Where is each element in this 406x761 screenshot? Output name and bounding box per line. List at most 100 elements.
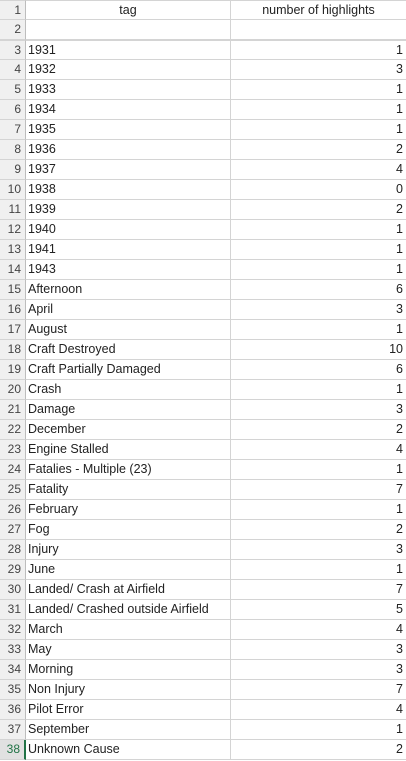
column-header-highlights[interactable]: number of highlights: [231, 0, 406, 20]
highlight-count-cell[interactable]: 1: [231, 260, 406, 280]
tag-cell[interactable]: Landed/ Crash at Airfield: [26, 580, 231, 600]
row-number[interactable]: 3: [0, 40, 26, 60]
tag-cell[interactable]: 1943: [26, 260, 231, 280]
tag-cell[interactable]: May: [26, 640, 231, 660]
row-number[interactable]: 38: [0, 740, 26, 760]
highlight-count-cell[interactable]: 5: [231, 600, 406, 620]
highlight-count-cell[interactable]: 3: [231, 640, 406, 660]
row-number[interactable]: 1: [0, 0, 26, 20]
highlight-count-cell[interactable]: 2: [231, 740, 406, 760]
tag-cell[interactable]: Crash: [26, 380, 231, 400]
highlight-count-cell[interactable]: 1: [231, 320, 406, 340]
row-number[interactable]: 4: [0, 60, 26, 80]
tag-cell[interactable]: 1934: [26, 100, 231, 120]
tag-cell[interactable]: 1932: [26, 60, 231, 80]
highlight-count-cell[interactable]: 1: [231, 560, 406, 580]
row-number[interactable]: 14: [0, 260, 26, 280]
row-number[interactable]: 12: [0, 220, 26, 240]
row-number[interactable]: 10: [0, 180, 26, 200]
tag-cell[interactable]: Afternoon: [26, 280, 231, 300]
row-number[interactable]: 35: [0, 680, 26, 700]
tag-cell[interactable]: Pilot Error: [26, 700, 231, 720]
highlight-count-cell[interactable]: 1: [231, 240, 406, 260]
row-number[interactable]: 11: [0, 200, 26, 220]
row-number[interactable]: 8: [0, 140, 26, 160]
row-number[interactable]: 29: [0, 560, 26, 580]
tag-cell[interactable]: Craft Destroyed: [26, 340, 231, 360]
highlight-count-cell[interactable]: 1: [231, 380, 406, 400]
highlight-count-cell[interactable]: 4: [231, 620, 406, 640]
highlight-count-cell[interactable]: 6: [231, 360, 406, 380]
tag-cell[interactable]: Morning: [26, 660, 231, 680]
tag-cell[interactable]: March: [26, 620, 231, 640]
row-number[interactable]: 32: [0, 620, 26, 640]
tag-cell[interactable]: 1931: [26, 40, 231, 60]
highlight-count-cell[interactable]: 7: [231, 580, 406, 600]
highlight-count-cell[interactable]: 1: [231, 460, 406, 480]
highlight-count-cell[interactable]: 3: [231, 540, 406, 560]
highlight-count-cell[interactable]: 7: [231, 680, 406, 700]
row-number[interactable]: 13: [0, 240, 26, 260]
highlight-count-cell[interactable]: 1: [231, 40, 406, 60]
highlight-count-cell[interactable]: 3: [231, 300, 406, 320]
row-number[interactable]: 23: [0, 440, 26, 460]
highlight-count-cell[interactable]: 4: [231, 440, 406, 460]
row-number[interactable]: 30: [0, 580, 26, 600]
highlight-count-cell[interactable]: 4: [231, 700, 406, 720]
highlight-count-cell[interactable]: 2: [231, 200, 406, 220]
tag-cell[interactable]: 1941: [26, 240, 231, 260]
highlight-count-cell[interactable]: 3: [231, 60, 406, 80]
column-header-tag[interactable]: tag: [26, 0, 231, 20]
tag-cell[interactable]: Injury: [26, 540, 231, 560]
tag-cell[interactable]: 1935: [26, 120, 231, 140]
row-number[interactable]: 34: [0, 660, 26, 680]
highlight-count-cell[interactable]: [231, 20, 406, 40]
row-number[interactable]: 5: [0, 80, 26, 100]
highlight-count-cell[interactable]: 1: [231, 100, 406, 120]
tag-cell[interactable]: April: [26, 300, 231, 320]
tag-cell[interactable]: June: [26, 560, 231, 580]
row-number[interactable]: 36: [0, 700, 26, 720]
row-number[interactable]: 18: [0, 340, 26, 360]
row-number[interactable]: 27: [0, 520, 26, 540]
tag-cell[interactable]: Fatalies - Multiple (23): [26, 460, 231, 480]
tag-cell[interactable]: Craft Partially Damaged: [26, 360, 231, 380]
tag-cell[interactable]: December: [26, 420, 231, 440]
highlight-count-cell[interactable]: 4: [231, 160, 406, 180]
tag-cell[interactable]: 1937: [26, 160, 231, 180]
tag-cell[interactable]: Fatality: [26, 480, 231, 500]
row-number[interactable]: 37: [0, 720, 26, 740]
highlight-count-cell[interactable]: 6: [231, 280, 406, 300]
row-number[interactable]: 33: [0, 640, 26, 660]
row-number[interactable]: 19: [0, 360, 26, 380]
highlight-count-cell[interactable]: 1: [231, 120, 406, 140]
row-number[interactable]: 16: [0, 300, 26, 320]
row-number[interactable]: 7: [0, 120, 26, 140]
highlight-count-cell[interactable]: 1: [231, 80, 406, 100]
tag-cell[interactable]: September: [26, 720, 231, 740]
highlight-count-cell[interactable]: 3: [231, 660, 406, 680]
highlight-count-cell[interactable]: 2: [231, 520, 406, 540]
highlight-count-cell[interactable]: 1: [231, 720, 406, 740]
row-number[interactable]: 20: [0, 380, 26, 400]
tag-cell[interactable]: 1940: [26, 220, 231, 240]
tag-cell[interactable]: Non Injury: [26, 680, 231, 700]
tag-cell[interactable]: 1936: [26, 140, 231, 160]
tag-cell[interactable]: Damage: [26, 400, 231, 420]
row-number[interactable]: 24: [0, 460, 26, 480]
tag-cell[interactable]: Landed/ Crashed outside Airfield: [26, 600, 231, 620]
tag-cell[interactable]: Engine Stalled: [26, 440, 231, 460]
row-number[interactable]: 6: [0, 100, 26, 120]
tag-cell[interactable]: [26, 20, 231, 40]
tag-cell[interactable]: 1939: [26, 200, 231, 220]
highlight-count-cell[interactable]: 1: [231, 500, 406, 520]
row-number[interactable]: 2: [0, 20, 26, 40]
highlight-count-cell[interactable]: 7: [231, 480, 406, 500]
tag-cell[interactable]: Fog: [26, 520, 231, 540]
tag-cell[interactable]: August: [26, 320, 231, 340]
highlight-count-cell[interactable]: 2: [231, 420, 406, 440]
highlight-count-cell[interactable]: 2: [231, 140, 406, 160]
tag-cell[interactable]: February: [26, 500, 231, 520]
row-number[interactable]: 22: [0, 420, 26, 440]
highlight-count-cell[interactable]: 3: [231, 400, 406, 420]
